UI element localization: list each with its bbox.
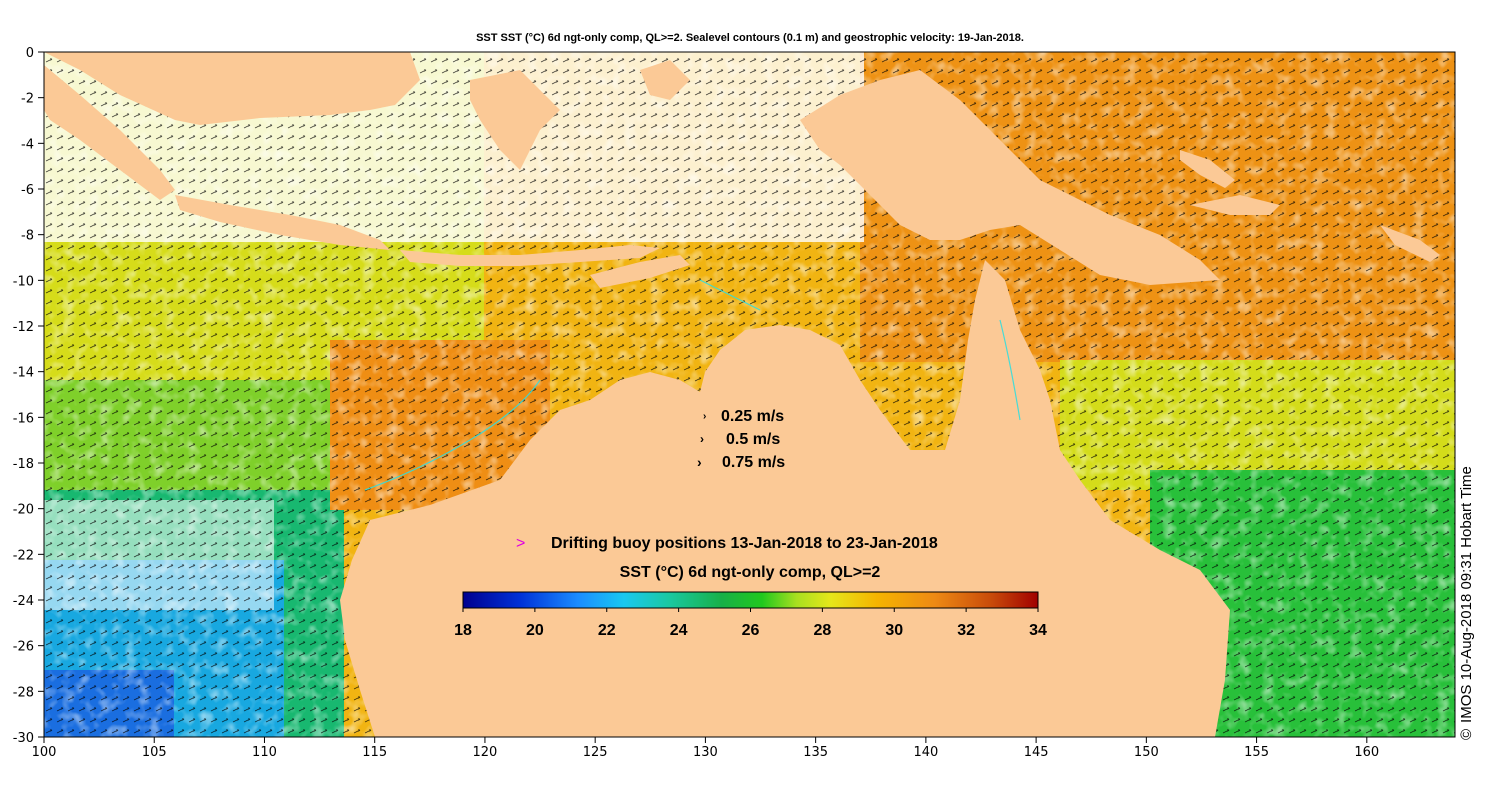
y-tick-label: -28	[13, 685, 34, 700]
colorbar-tick-label: 18	[454, 622, 472, 639]
buoy-legend-label: Drifting buoy positions 13-Jan-2018 to 2…	[551, 535, 938, 552]
x-tick-label: 160	[1354, 745, 1379, 760]
colorbar-tick-label: 22	[598, 622, 616, 639]
velocity-label-1: 0.25 m/s	[721, 408, 784, 425]
y-tick-label: -2	[21, 92, 34, 107]
y-tick-label: -18	[13, 457, 34, 472]
land	[44, 52, 1440, 737]
velocity-legend: › 0.25 m/s › 0.5 m/s › 0.75 m/s	[697, 408, 785, 471]
y-tick-label: -4	[21, 137, 34, 152]
colorbar-tick-label: 20	[526, 622, 544, 639]
land-halmahera	[640, 60, 690, 100]
x-tick-label: 135	[803, 745, 828, 760]
plot-frame	[43, 51, 1456, 738]
land-new-ireland	[1180, 150, 1235, 188]
y-tick-label: -26	[13, 640, 34, 655]
credit-label: IMOS 10-Aug-2018 09:31 Hobart Time	[1458, 466, 1475, 723]
velocity-arrow-2-icon: ›	[700, 432, 704, 446]
land-new-guinea	[800, 70, 1220, 285]
y-tick-label: -30	[13, 731, 34, 746]
x-tick-label: 120	[473, 745, 498, 760]
y-tick-label: -10	[13, 274, 34, 289]
colorbar: SST (°C) 6d ngt-only comp, QL>=2 18 20 22 2…	[454, 564, 1047, 639]
land-new-britain	[1190, 195, 1280, 215]
y-tick-label: -16	[13, 411, 34, 426]
velocity-label-3: 0.75 m/s	[722, 454, 785, 471]
land-timor	[590, 255, 690, 288]
plot-area	[44, 52, 1455, 737]
buoy-legend: > Drifting buoy positions 13-Jan-2018 to…	[516, 535, 938, 552]
y-tick-label: -24	[13, 594, 34, 609]
land-solomons	[1380, 225, 1440, 262]
land-sulawesi	[470, 70, 560, 170]
y-tick-label: -6	[21, 183, 34, 198]
y-tick-label: -14	[13, 366, 34, 381]
x-tick-label: 100	[32, 745, 57, 760]
land-sumatra	[44, 65, 175, 200]
x-tick-label: 125	[583, 745, 608, 760]
y-tick-label: -22	[13, 548, 34, 563]
land-java	[175, 195, 390, 250]
colorbar-title: SST (°C) 6d ngt-only comp, QL>=2	[620, 564, 881, 581]
x-tick-label: 130	[693, 745, 718, 760]
y-tick-label: -8	[21, 229, 34, 244]
river-lines	[364, 279, 1021, 491]
velocity-label-2: 0.5 m/s	[726, 431, 780, 448]
x-tick-label: 110	[252, 745, 277, 760]
buoy-marker-icon: >	[516, 535, 525, 552]
x-tick-label: 140	[913, 745, 938, 760]
velocity-arrow-3-icon: ›	[697, 454, 702, 470]
colorbar-gradient	[462, 591, 1039, 609]
river-3	[699, 279, 761, 311]
colorbar-tick-label: 30	[885, 622, 903, 639]
colorbar-tick-label: 34	[1029, 622, 1047, 639]
y-tick-label: 0	[26, 46, 34, 61]
copyright-icon: ©	[1458, 729, 1475, 740]
colorbar-tick-label: 26	[742, 622, 760, 639]
land-borneo	[44, 52, 420, 125]
river-2	[999, 319, 1021, 421]
credit-text: © IMOS 10-Aug-2018 09:31 Hobart Time	[1458, 466, 1475, 740]
y-axis: 0 -2 -4 -6 -8 -10 -12 -14 -16 -18 -20 -22 -24 -26 -28 -…	[13, 46, 44, 746]
colorbar-tick-label: 28	[813, 622, 831, 639]
y-tick-label: -20	[13, 503, 34, 518]
x-tick-label: 145	[1024, 745, 1049, 760]
land-australia	[340, 260, 1230, 737]
colorbar-tick-label: 32	[957, 622, 975, 639]
y-tick-label: -12	[13, 320, 34, 335]
river-1	[364, 379, 541, 491]
colorbar-tick-label: 24	[670, 622, 688, 639]
colorbar-ticks: 18 20 22 24 26 28 30 32 34	[454, 608, 1047, 639]
map-title: SST SST (°C) 6d ngt-only comp, QL>=2. Se…	[476, 32, 1024, 44]
x-tick-label: 150	[1134, 745, 1159, 760]
land-lesser-sunda	[400, 245, 660, 266]
x-tick-label: 155	[1244, 745, 1269, 760]
x-axis: 100 105 110 115 120 125 130 135 140 145 150 155 160	[32, 737, 1379, 760]
velocity-arrow-1-icon: ›	[703, 411, 706, 422]
x-tick-label: 105	[142, 745, 167, 760]
x-tick-label: 115	[362, 745, 387, 760]
